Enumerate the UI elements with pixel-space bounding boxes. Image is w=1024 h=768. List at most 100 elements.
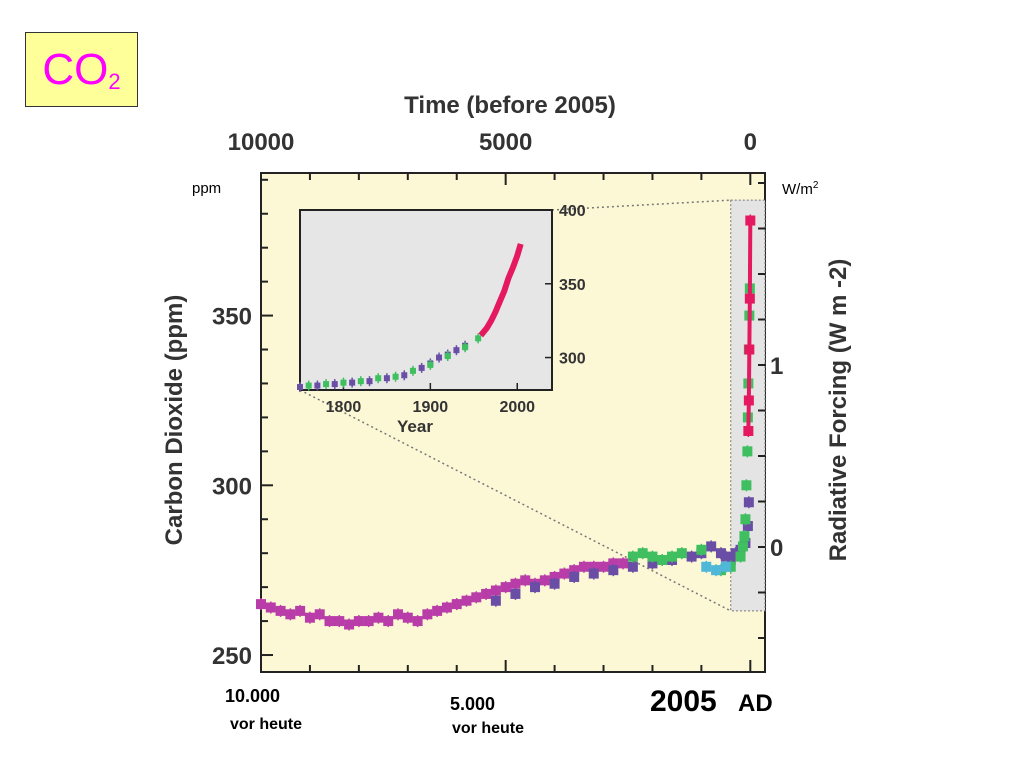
marker	[637, 548, 648, 559]
marker	[740, 514, 751, 525]
data-point-magenta	[451, 598, 462, 611]
co2-badge-text: CO	[42, 44, 109, 94]
data-point-purple	[627, 560, 638, 573]
inset-marker-green	[427, 361, 434, 368]
inset-y-tick-label: 300	[559, 351, 586, 368]
data-point-magenta	[481, 587, 492, 600]
marker	[393, 609, 404, 620]
marker	[334, 616, 345, 627]
inset-marker-purple	[383, 375, 390, 382]
data-point-green	[739, 530, 750, 543]
right-tick-label: 1	[770, 353, 783, 380]
marker	[588, 561, 599, 572]
marker	[383, 616, 394, 627]
unit-ppm: ppm	[192, 180, 222, 197]
marker	[256, 599, 266, 610]
top-tick-label: 5000	[479, 129, 532, 156]
inset-marker-purple	[349, 379, 356, 386]
data-point-magenta	[353, 615, 364, 628]
data-point-green	[667, 550, 678, 563]
marker	[295, 605, 306, 616]
y-tick-label: 350	[212, 304, 252, 331]
inset-marker-green	[340, 379, 347, 386]
data-point-magenta	[402, 611, 413, 624]
inset-marker-green	[375, 375, 382, 382]
label-2005: 2005	[650, 685, 717, 718]
data-point-magenta	[334, 615, 345, 628]
main-series	[256, 214, 756, 631]
inset-y-tick-label: 350	[559, 277, 586, 294]
data-point-magenta	[265, 601, 276, 614]
data-point-magenta	[324, 615, 335, 628]
marker	[706, 541, 717, 552]
data-point-green	[676, 547, 687, 560]
marker	[510, 578, 521, 589]
marker	[686, 551, 697, 562]
data-point-purple	[588, 567, 599, 580]
marker	[647, 551, 658, 562]
inset-marker-green	[392, 373, 399, 380]
data-point-magenta	[432, 604, 443, 617]
marker	[676, 548, 687, 559]
marker	[608, 558, 619, 569]
data-point-magenta	[363, 615, 374, 628]
marker	[539, 575, 550, 586]
inset-x-tick-label: 1800	[326, 399, 362, 416]
data-point-magenta	[539, 574, 550, 587]
data-point-green	[735, 550, 746, 563]
marker	[314, 609, 325, 620]
marker	[461, 595, 472, 606]
marker	[618, 558, 629, 569]
co2-badge: CO 2	[25, 32, 138, 107]
marker	[412, 616, 423, 627]
data-point-magenta	[618, 557, 629, 570]
label-ad: AD	[738, 690, 773, 717]
marker	[742, 521, 753, 532]
data-point-green	[647, 550, 658, 563]
y-tick-label: 250	[212, 643, 252, 670]
unit-wm2-sup: 2	[812, 180, 819, 191]
inset-plot-area	[299, 209, 553, 391]
right-axis-title: Radiative Forcing (W m -2)	[825, 259, 852, 562]
inset-marker-purple	[366, 378, 373, 385]
top-tick-label: 0	[744, 129, 757, 156]
inset-y-tick-label: 400	[559, 203, 586, 220]
marker	[627, 551, 638, 562]
data-point-magenta	[314, 608, 325, 621]
data-point-magenta	[412, 615, 423, 628]
data-point-purple	[686, 550, 697, 563]
data-point-magenta	[295, 604, 306, 617]
marker	[451, 599, 462, 610]
marker	[578, 561, 589, 572]
marker	[422, 609, 433, 620]
series-line-red	[746, 220, 753, 432]
data-point-magenta	[500, 581, 511, 594]
data-point-magenta	[256, 598, 266, 611]
marker	[520, 575, 531, 586]
inset-marker-purple	[418, 364, 425, 371]
marker	[569, 571, 580, 582]
marker	[353, 616, 364, 627]
data-point-green	[737, 540, 748, 553]
marker	[627, 561, 638, 572]
marker	[490, 595, 501, 606]
marker	[739, 531, 750, 542]
co2-badge-subscript: 2	[108, 68, 121, 94]
data-point-cyan	[720, 560, 731, 573]
inset-connector	[299, 389, 732, 612]
label-5000: 5.000	[450, 694, 496, 714]
data-point-purple	[510, 587, 521, 600]
data-point-magenta	[373, 611, 384, 624]
marker	[667, 551, 678, 562]
inset-marker-green	[409, 367, 416, 374]
inset-x-tick-label: 2000	[499, 399, 535, 416]
data-point-magenta	[490, 584, 501, 597]
marker	[742, 446, 753, 457]
data-point-magenta	[441, 601, 452, 614]
inset-marker-purple	[314, 382, 321, 389]
data-point-purple	[743, 496, 754, 509]
marker	[304, 612, 315, 623]
data-point-green	[742, 445, 753, 458]
data-point-magenta	[559, 567, 570, 580]
inset-marker-green	[305, 382, 312, 389]
